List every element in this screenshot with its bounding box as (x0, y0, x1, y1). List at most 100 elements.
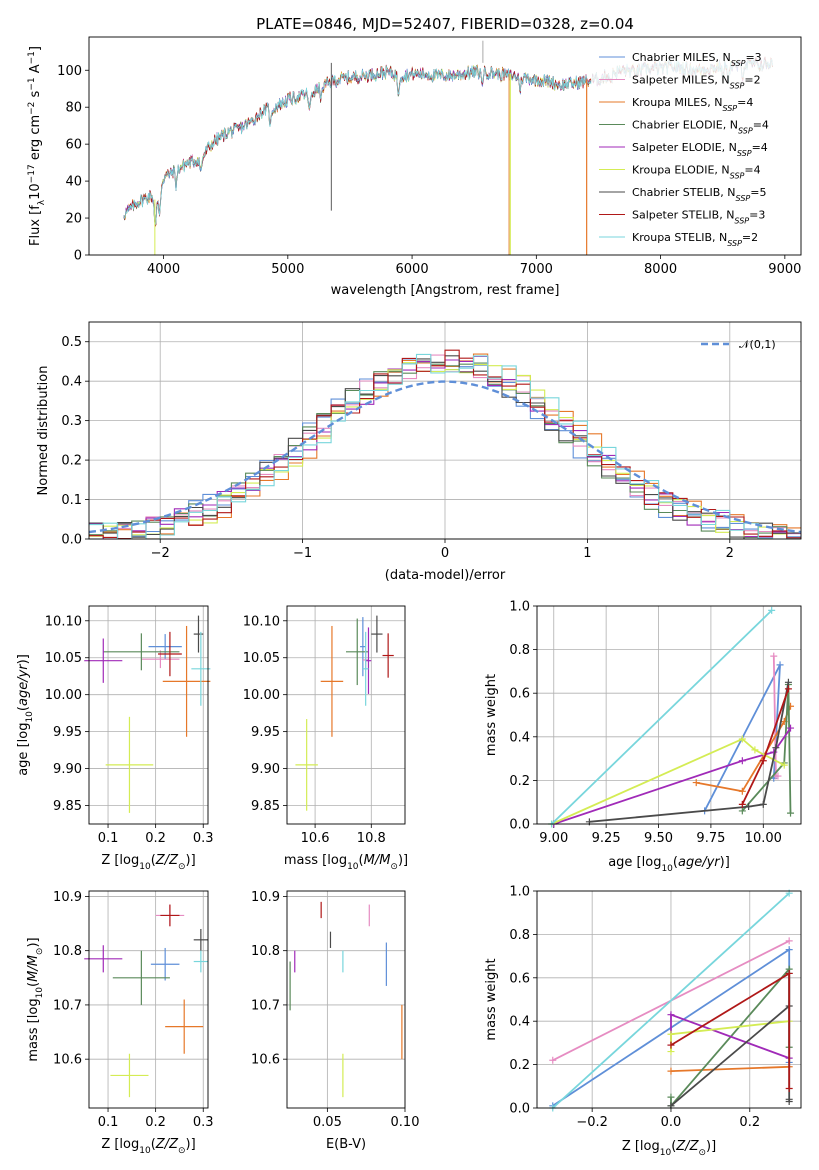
y-tick-label: 10.8 (53, 944, 82, 959)
y-axis-label: Flux [fλ10−17 erg cm−2 s−1 A−1] (27, 46, 47, 246)
label-part: ( (359, 853, 364, 868)
label-part: Z/Z (155, 1137, 179, 1152)
label-part: age/yr (678, 855, 721, 870)
x-tick-label: 10.8 (357, 831, 386, 846)
weight-series-8 (552, 892, 790, 1109)
legend-subscript: SSP (727, 239, 742, 248)
label-part: mass [log (26, 998, 41, 1061)
legend-subscript: SSP (734, 216, 749, 225)
legend-box (591, 45, 797, 253)
weight-series-3 (741, 684, 792, 814)
legend-count: =3 (749, 209, 765, 222)
y-tick-label: 10.8 (251, 944, 280, 959)
y-tick-label: 0.1 (61, 493, 82, 508)
label-part: 10 (660, 1148, 672, 1158)
x-tick-label: −0.2 (576, 1115, 608, 1130)
y-tick-label: 0.5 (61, 335, 82, 350)
label-part: ( (16, 706, 31, 711)
y-tick-label: 0.2 (61, 454, 82, 469)
label-part: ⊙ (698, 1148, 706, 1158)
weight-marker-7 (759, 757, 767, 765)
axes-frame (536, 890, 802, 1109)
weight-marker-5 (738, 735, 746, 743)
x-axis-label: Z [log10(Z/Z⊙)] (622, 1139, 716, 1158)
x-tick-label: 4000 (147, 262, 180, 277)
y-tick-label: 9.95 (53, 725, 82, 740)
y-tick-label: 20 (65, 212, 82, 227)
x-axis-label: mass [log10(M/M⊙)] (284, 853, 408, 872)
y-tick-label: 9.85 (251, 799, 280, 814)
label-part: −2 (27, 102, 37, 115)
x-tick-label: 2 (726, 546, 734, 561)
y-axis-label: Normed distribution (36, 366, 51, 496)
label-part: s (28, 90, 43, 101)
weight-marker-0 (785, 946, 793, 954)
legend-entry: Kroupa ELODIE, NSSP=4 (632, 164, 761, 181)
y-tick-label: 9.90 (251, 762, 280, 777)
x-tick-label: 0.0 (661, 1115, 682, 1130)
chart-title: PLATE=0846, MJD=52407, FIBERID=0328, z=0… (256, 15, 634, 33)
residual-histogram-5 (89, 362, 801, 540)
label-part: Z [log (622, 1139, 660, 1154)
legend-name: Salpeter ELODIE, N (632, 141, 737, 154)
axes-frame (88, 605, 209, 825)
residual-histogram-8 (89, 353, 801, 540)
label-part: mass [log (284, 853, 347, 868)
x-axis-label: wavelength [Angstrom, rest frame] (331, 283, 560, 298)
weight-marker-1 (774, 772, 782, 780)
residual-histogram-7 (89, 349, 801, 540)
label-part: −1 (27, 51, 37, 64)
label-part: 10 (25, 711, 35, 723)
chart-weight_vs_Z: −0.2 0.0 0.2 0.0 0.2 0.4 0.6 0.8 1.0 Z [log10(Z/Z… (484, 885, 802, 1158)
label-part: Z [log (101, 1137, 139, 1152)
weight-marker-7 (738, 800, 746, 808)
y-tick-label: 0.2 (509, 1058, 530, 1073)
x-tick-label: 9.00 (539, 831, 568, 846)
x-tick-label: 10.6 (301, 831, 330, 846)
legend-name: Chabrier MILES, N (632, 51, 731, 64)
label-part: age [log (608, 855, 661, 870)
axes-frame (286, 890, 406, 1109)
y-tick-label: 100 (57, 64, 82, 79)
axes-frame (286, 605, 406, 825)
label-part: )] (186, 1137, 196, 1152)
y-tick-label: 10.9 (251, 890, 280, 905)
legend-subscript: SSP (731, 59, 746, 68)
legend-subscript: SSP (730, 81, 745, 90)
legend-count: =4 (744, 164, 760, 177)
x-tick-label: 9.25 (592, 831, 621, 846)
legend-subscript: SSP (738, 126, 753, 135)
chart-age_vs_Z: 0.1 0.2 0.3 9.85 9.90 9.95 10.00 10.05 10.10 Z [l… (16, 605, 214, 872)
legend-name: Kroupa MILES, N (632, 96, 722, 109)
legend-name: Chabrier STELIB, N (632, 186, 736, 199)
chart-mass_vs_Z: 0.1 0.2 0.310.610.710.810.9Z [log10(Z/Z⊙)]… (26, 890, 214, 1156)
x-tick-label: 1 (583, 546, 591, 561)
chart-mass_vs_ebv: 0.05 0.10 10.6 10.7 10.8 10.9 E(B-V) (251, 890, 419, 1152)
weight-marker-2 (738, 787, 746, 795)
legend-subscript: SSP (737, 149, 752, 158)
label-part: 10 (661, 864, 673, 874)
label-part: ⊙ (178, 862, 186, 872)
label-part: ⊙ (178, 1146, 186, 1156)
legend-entry: Chabrier ELODIE, NSSP=4 (632, 119, 769, 136)
weight-marker-2 (667, 1067, 675, 1075)
label-part: )] (720, 855, 730, 870)
weight-marker-4 (787, 724, 795, 732)
label-part: M/M (26, 955, 41, 982)
y-tick-label: 10.7 (53, 998, 82, 1013)
label-part: ( (26, 982, 41, 987)
x-tick-label: 9000 (768, 262, 801, 277)
legend-count: =3 (745, 51, 761, 64)
x-tick-label: 0.10 (391, 1115, 420, 1130)
y-tick-label: 0.4 (61, 375, 82, 390)
legend-count: =4 (752, 141, 768, 154)
label-part: −17 (27, 164, 37, 183)
weight-marker-5 (751, 746, 759, 754)
y-tick-label: 10.10 (45, 614, 82, 629)
label-part: 10 (347, 862, 359, 872)
x-tick-label: 0.3 (193, 831, 214, 846)
legend-count: =2 (744, 74, 760, 87)
legend-entry: Salpeter ELODIE, NSSP=4 (632, 141, 768, 158)
gaussian-curve (88, 380, 802, 534)
